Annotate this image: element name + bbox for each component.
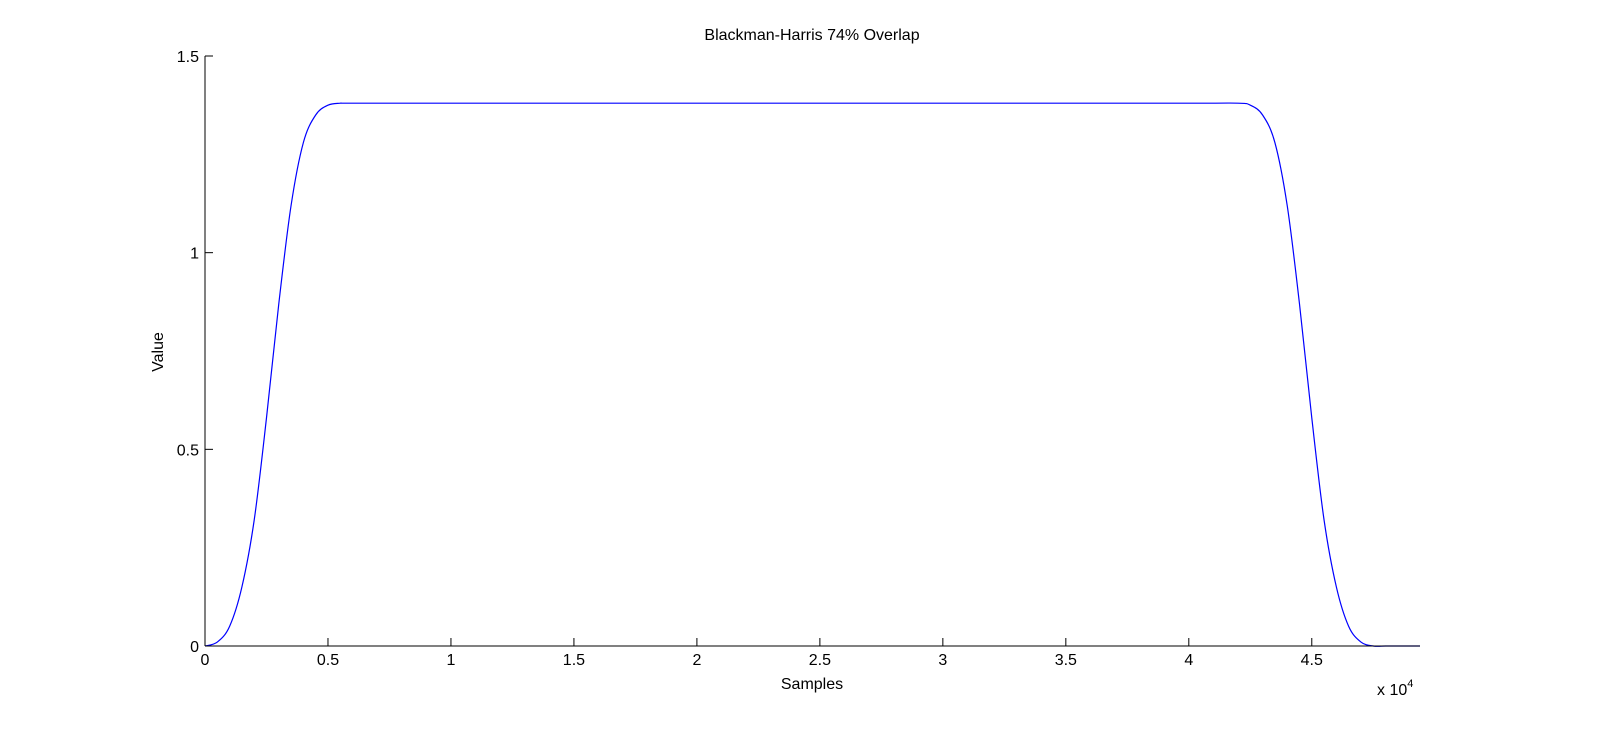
x-tick-label: 0 [201, 652, 210, 669]
series-line [204, 102, 1420, 647]
y-tick-label: 1.5 [177, 49, 199, 66]
y-tick-label: 0 [190, 639, 199, 656]
x-tick-label: 3.5 [1055, 652, 1077, 669]
x-axis-multiplier-base: x 10 [1377, 682, 1407, 699]
x-tick-label: 2 [692, 652, 701, 669]
x-axis-label: Samples [781, 676, 843, 693]
x-tick-label: 4 [1184, 652, 1193, 669]
chart-title: Blackman-Harris 74% Overlap [704, 27, 919, 44]
x-tick-label: 0.5 [317, 652, 339, 669]
y-tick-label: 1 [190, 246, 199, 263]
x-axis-multiplier-exponent: 4 [1407, 678, 1413, 690]
x-axis-multiplier: x 104 [1377, 678, 1413, 699]
x-tick-label: 1.5 [563, 652, 585, 669]
x-tick-label: 1 [446, 652, 455, 669]
x-tick-label: 2.5 [809, 652, 831, 669]
x-tick-label: 4.5 [1301, 652, 1323, 669]
x-tick-label: 3 [938, 652, 947, 669]
x-axis: 0 0.5 1 1.5 2 2.5 3 3.5 4 4.5 [201, 638, 1420, 669]
y-tick-label: 0.5 [177, 442, 199, 459]
y-axis: 0 0.5 1 1.5 [177, 49, 213, 656]
plot-area [204, 102, 1420, 647]
y-axis-label: Value [150, 332, 167, 372]
